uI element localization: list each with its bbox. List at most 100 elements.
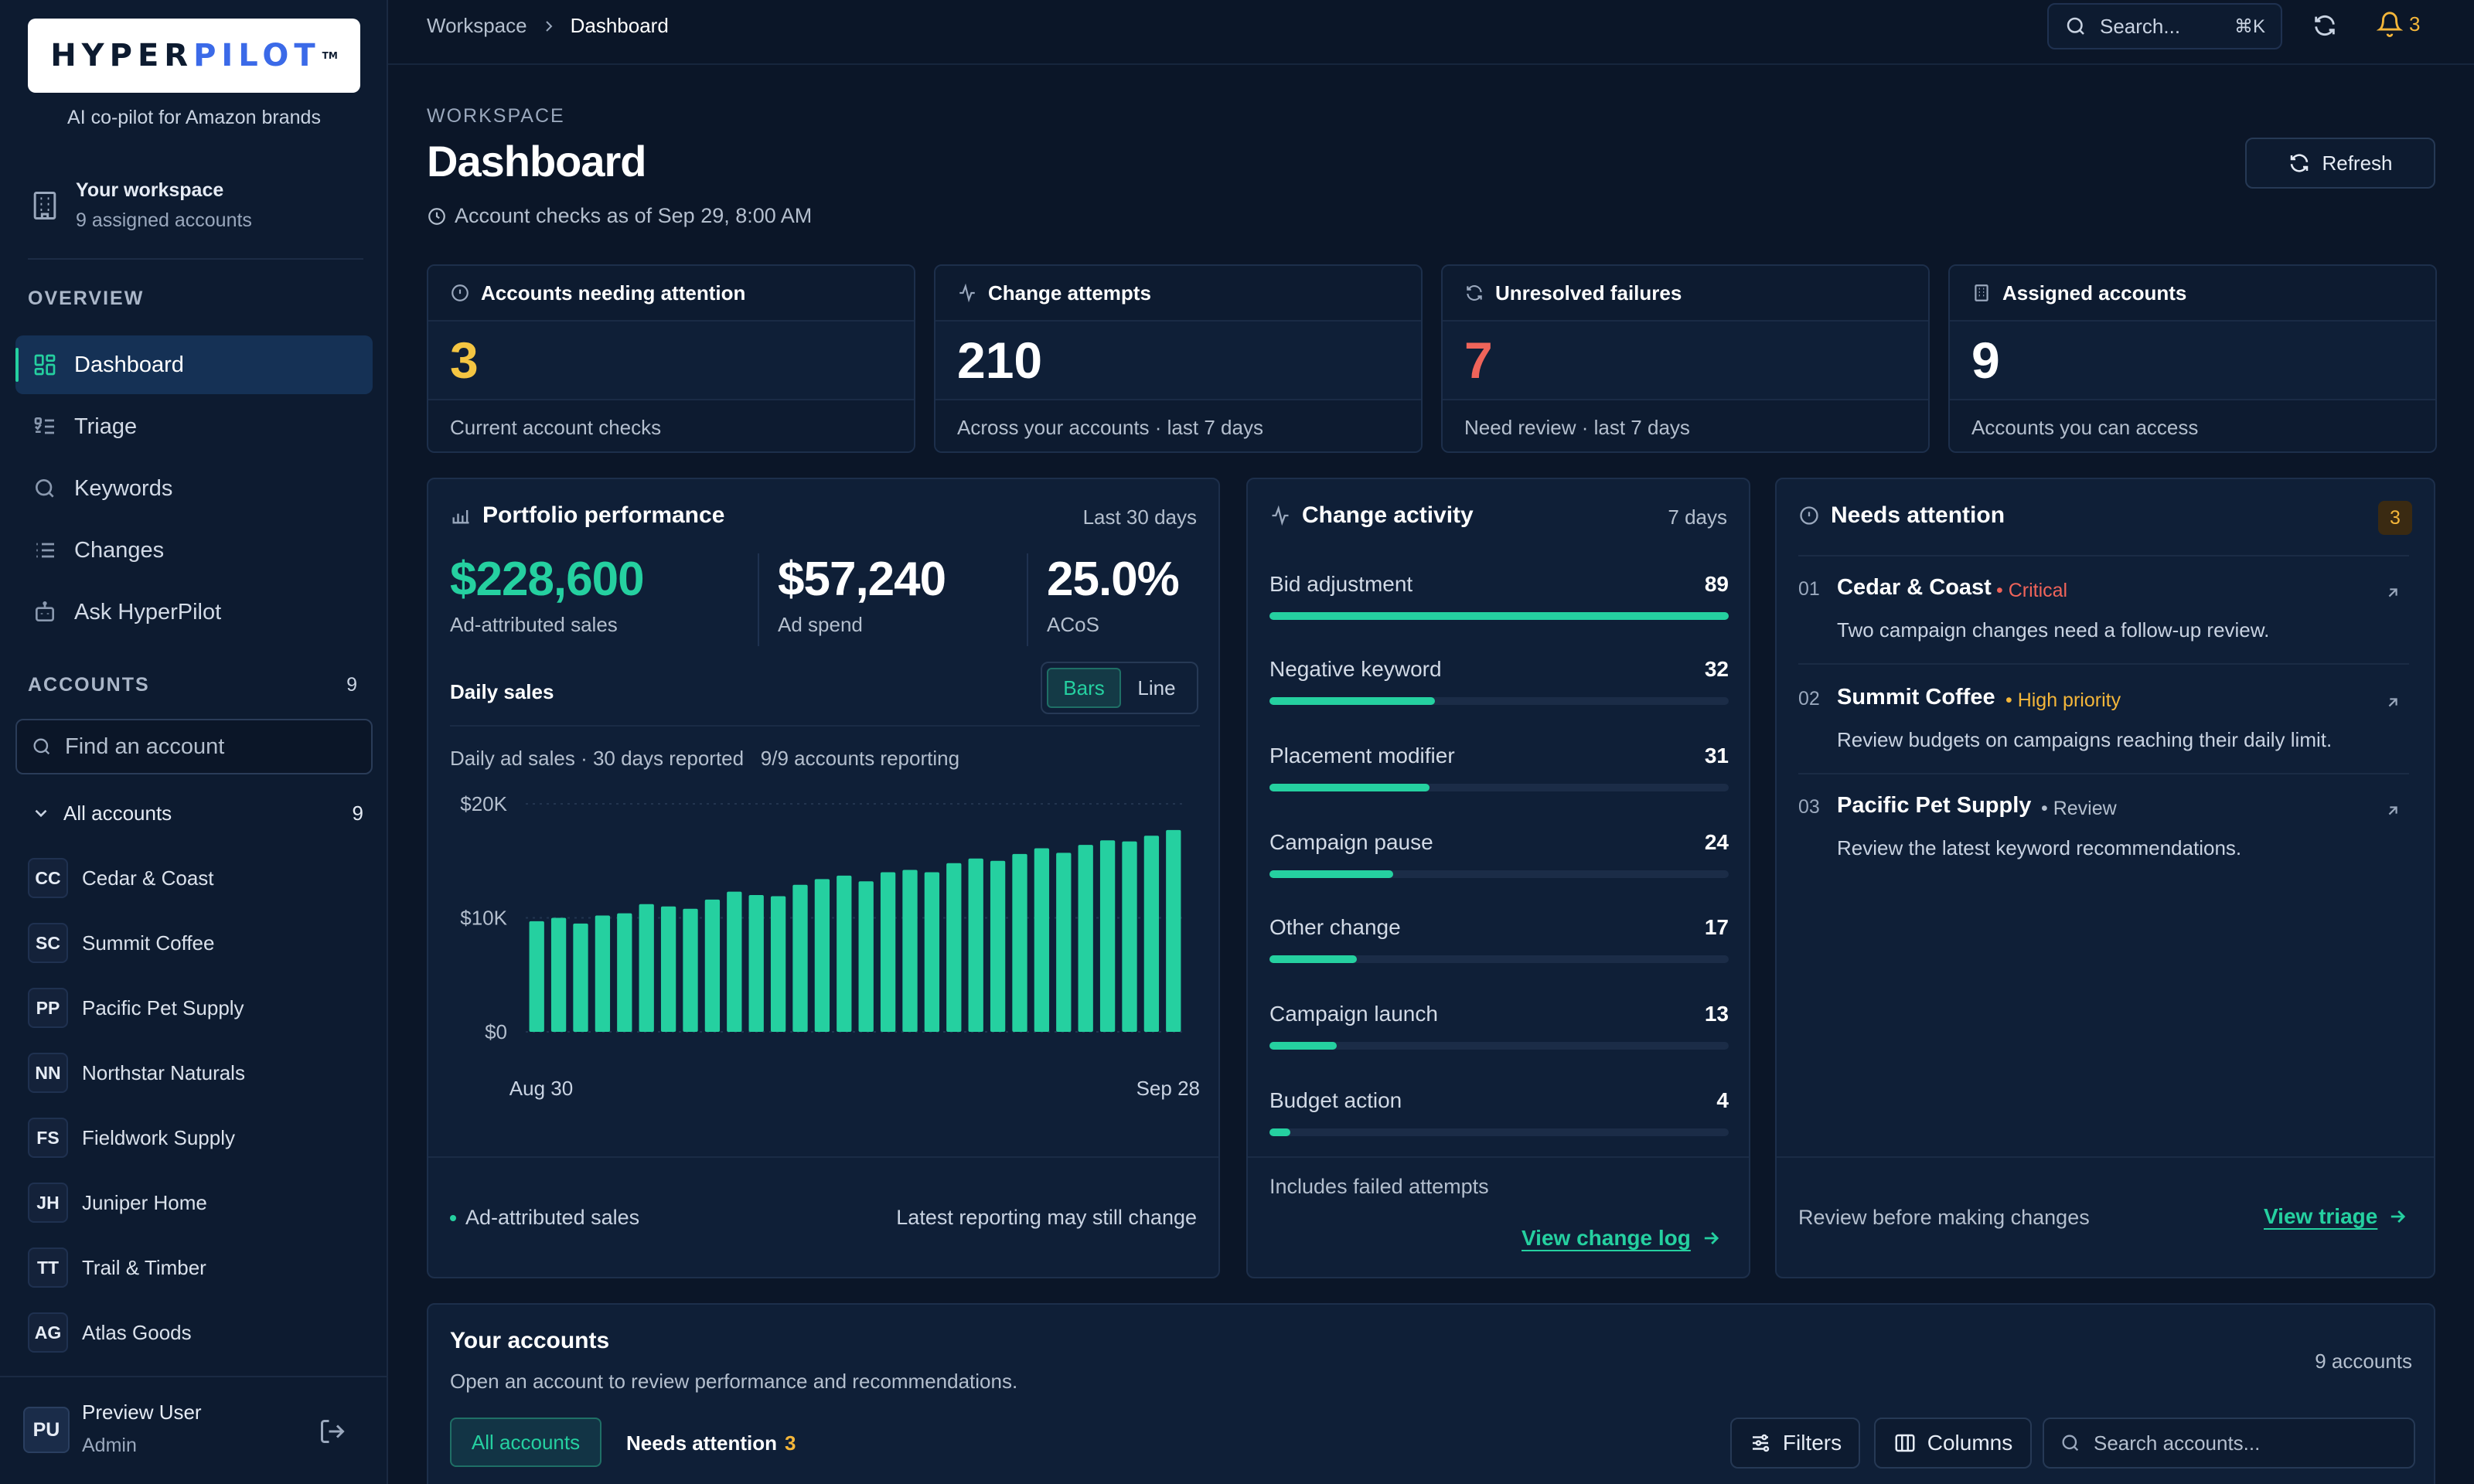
progress-fill <box>1269 870 1394 878</box>
kpi-unresolved-failures[interactable]: Unresolved failures 7 Need review · last… <box>1441 264 1930 453</box>
refresh-icon[interactable] <box>2312 12 2338 39</box>
arrow-right-icon <box>1704 1232 1719 1244</box>
account-name: Juniper Home <box>82 1190 207 1214</box>
global-search-button[interactable]: Search... ⌘K <box>2047 3 2282 49</box>
accounts-count: 9 <box>346 674 357 696</box>
logout-icon[interactable] <box>319 1418 346 1445</box>
account-avatar: FS <box>28 1118 68 1158</box>
view-triage-link[interactable]: View triage <box>2264 1204 2408 1229</box>
kpi-accounts-needing-attention[interactable]: Accounts needing attention 3 Current acc… <box>427 264 915 453</box>
search-accounts-input[interactable] <box>2094 1431 2403 1455</box>
change-type-label: Bid adjustment <box>1269 572 1413 596</box>
your-accounts-count: 9 accounts <box>2315 1350 2412 1373</box>
sales-bar <box>727 891 742 1032</box>
logo-text-hyper: HYPER <box>50 38 194 73</box>
building-icon <box>1975 284 1988 301</box>
kpi-header: Accounts needing attention <box>428 266 914 322</box>
change-type-row[interactable]: Bid adjustment 89 <box>1269 572 1729 634</box>
account-avatar: NN <box>28 1053 68 1093</box>
page-eyebrow: WORKSPACE <box>427 105 565 127</box>
attention-account-name: Cedar & Coast <box>1837 575 1992 600</box>
progress-fill <box>1269 784 1430 791</box>
attention-item[interactable]: 03 Pacific Pet Supply • Review Review th… <box>1798 774 2409 883</box>
tab-count: 3 <box>785 1431 796 1455</box>
user-role: Admin <box>82 1435 137 1456</box>
progress-fill <box>1269 612 1729 620</box>
as-of-prefix: Account checks as of <box>455 204 653 227</box>
toggle-line[interactable]: Line <box>1137 676 1176 699</box>
find-account-field[interactable] <box>15 719 373 774</box>
top-bar: Workspace Dashboard Search... ⌘K 3 <box>388 0 2474 65</box>
dashboard-icon <box>34 354 56 376</box>
breadcrumb-dashboard: Dashboard <box>570 14 669 37</box>
sidebar-account-item[interactable]: NN Northstar Naturals <box>28 1048 368 1098</box>
brand-logo[interactable]: HYPER PILOT TM <box>28 19 360 93</box>
change-type-count: 13 <box>1704 1002 1729 1026</box>
sales-bar <box>1143 836 1160 1032</box>
needs-attention-count-badge: 3 <box>2378 501 2412 535</box>
account-avatar: PP <box>28 988 68 1028</box>
filters-button[interactable]: Filters <box>1730 1418 1860 1469</box>
sidebar-account-item[interactable]: JH Juniper Home <box>28 1178 368 1227</box>
breadcrumb-workspace[interactable]: Workspace <box>427 14 527 37</box>
find-account-input[interactable] <box>65 733 359 760</box>
tab-all-accounts[interactable]: All accounts <box>450 1418 601 1467</box>
search-accounts-field[interactable] <box>2043 1418 2415 1469</box>
clock-icon <box>428 207 445 225</box>
search-icon <box>2062 1435 2079 1452</box>
meta-days-reported: Daily ad sales · 30 days reported <box>450 747 745 770</box>
sidebar-account-item[interactable]: FS Fieldwork Supply <box>28 1113 368 1162</box>
user-menu[interactable]: PU Preview User Admin <box>0 1376 388 1484</box>
change-type-row[interactable]: Negative keyword 32 <box>1269 657 1729 719</box>
kpi-assigned-accounts[interactable]: Assigned accounts 9 Accounts you can acc… <box>1948 264 2437 453</box>
notifications-button[interactable]: 3 <box>2377 11 2420 37</box>
sales-bar <box>837 875 852 1032</box>
sales-bar <box>792 884 808 1032</box>
sidebar-item-triage[interactable]: Triage <box>15 397 373 456</box>
chart-legend: Ad-attributed sales <box>450 1206 639 1230</box>
change-type-row[interactable]: Other change 17 <box>1269 915 1729 977</box>
priority-badge: • Critical <box>1996 580 2068 601</box>
building-icon <box>33 192 56 220</box>
sidebar-item-keywords[interactable]: Keywords <box>15 459 373 518</box>
panel-title: Change activity <box>1269 502 1474 529</box>
sidebar-account-item[interactable]: SC Summit Coffee <box>28 918 368 968</box>
view-change-log-link[interactable]: View change log <box>1522 1226 1722 1251</box>
sidebar-account-item[interactable]: CC Cedar & Coast <box>28 853 368 903</box>
sidebar-account-item[interactable]: PP Pacific Pet Supply <box>28 983 368 1033</box>
search-label: Search... <box>2100 14 2181 38</box>
columns-button[interactable]: Columns <box>1874 1418 2032 1469</box>
sidebar-item-changes[interactable]: Changes <box>15 521 373 580</box>
kpi-footer: Across your accounts · last 7 days <box>935 399 1421 451</box>
all-accounts-toggle[interactable]: All accounts 9 <box>31 796 363 830</box>
kpi-change-attempts[interactable]: Change attempts 210 Across your accounts… <box>934 264 1423 453</box>
sidebar-item-dashboard[interactable]: Dashboard <box>15 335 373 394</box>
kpi-header: Assigned accounts <box>1950 266 2435 322</box>
logo-text-pilot: PILOT <box>193 38 321 73</box>
panel-title-text: Needs attention <box>1831 502 2005 528</box>
workspace-subtitle: 9 assigned accounts <box>76 209 252 231</box>
refresh-button[interactable]: Refresh <box>2245 138 2435 189</box>
refresh-icon <box>2291 154 2309 172</box>
sidebar-account-item[interactable]: AG Atlas Goods <box>28 1308 368 1357</box>
account-name: Cedar & Coast <box>82 866 214 890</box>
change-type-row[interactable]: Budget action 4 <box>1269 1088 1729 1150</box>
sidebar-item-ask-hyperpilot[interactable]: Ask HyperPilot <box>15 583 373 642</box>
workspace-switcher[interactable]: Your workspace 9 assigned accounts <box>28 172 368 240</box>
sales-bar <box>617 913 632 1032</box>
change-type-row[interactable]: Placement modifier 31 <box>1269 744 1729 805</box>
sales-bar <box>770 896 786 1032</box>
attention-item[interactable]: 01 Cedar & Coast • Critical Two campaign… <box>1798 556 2409 665</box>
change-type-row[interactable]: Campaign launch 13 <box>1269 1002 1729 1064</box>
portfolio-performance-panel: Portfolio performance Last 30 days $228,… <box>427 478 1220 1278</box>
progress-track <box>1269 1042 1729 1050</box>
toggle-bars[interactable]: Bars <box>1047 668 1121 708</box>
change-type-row[interactable]: Campaign pause 24 <box>1269 830 1729 892</box>
sidebar-account-item[interactable]: TT Trail & Timber <box>28 1243 368 1292</box>
account-avatar: JH <box>28 1183 68 1223</box>
tab-needs-attention[interactable]: Needs attention 3 <box>626 1431 796 1455</box>
kpi-value: 7 <box>1464 332 1493 389</box>
tab-label: Needs attention <box>626 1431 778 1455</box>
metric-acos: 25.0% ACoS <box>1047 552 1180 637</box>
attention-item[interactable]: 02 Summit Coffee • High priority Review … <box>1798 666 2409 774</box>
